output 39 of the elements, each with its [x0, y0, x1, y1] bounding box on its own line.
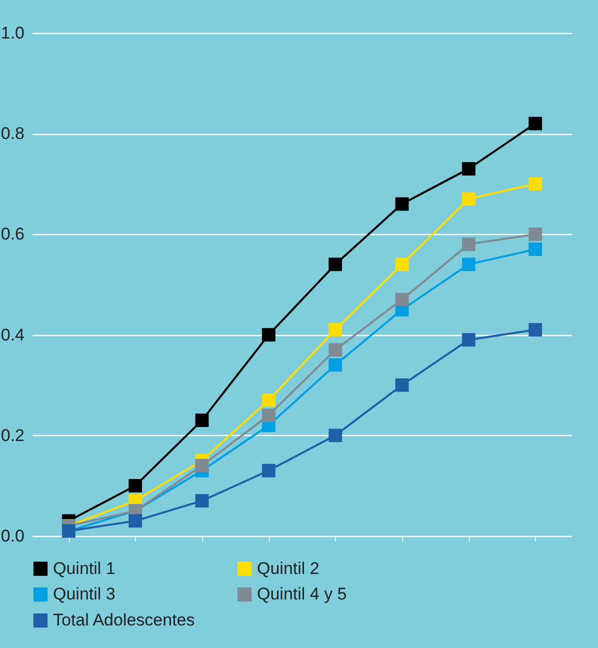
point: [462, 258, 476, 272]
point: [262, 393, 276, 407]
point: [128, 478, 142, 492]
point: [328, 358, 342, 372]
point: [128, 514, 142, 528]
point: [462, 162, 476, 176]
point: [462, 238, 476, 251]
point: [195, 494, 209, 508]
point: [528, 116, 542, 130]
point: [262, 464, 276, 478]
y-tick-label: 0.0: [0, 526, 24, 546]
point: [528, 227, 542, 241]
legend-label: Quintil 1: [53, 558, 116, 578]
y-tick-label: 0.2: [0, 426, 24, 445]
y-tick-label: 0.6: [0, 224, 24, 244]
point: [195, 414, 209, 428]
point: [262, 328, 276, 342]
point: [395, 378, 409, 392]
point: [528, 323, 542, 336]
point: [328, 323, 342, 336]
y-tick-label: 1.0: [0, 24, 24, 42]
legend-label: Total Adolescentes: [53, 610, 195, 630]
point: [328, 258, 342, 272]
point: [328, 428, 342, 442]
legend-label: Quintil 2: [257, 558, 320, 578]
point: [395, 292, 409, 306]
point: [262, 408, 276, 422]
y-tick-label: 0.4: [0, 325, 24, 344]
point: [395, 258, 409, 272]
y-tick-label: 0.8: [0, 124, 24, 144]
point: [395, 197, 409, 211]
point: [462, 192, 476, 206]
point: [195, 458, 209, 472]
point: [528, 242, 542, 256]
legend-label: Quintil 4 y 5: [257, 584, 347, 604]
point: [462, 333, 476, 347]
point: [328, 343, 342, 357]
point: [528, 177, 542, 191]
legend-label: Quintil 3: [53, 584, 116, 604]
